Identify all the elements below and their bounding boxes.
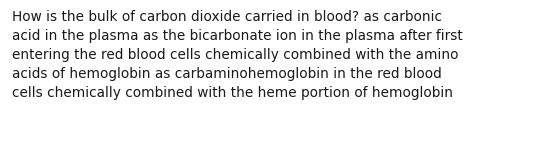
Text: How is the bulk of carbon dioxide carried in blood? as carbonic
acid in the plas: How is the bulk of carbon dioxide carrie…	[12, 10, 463, 100]
